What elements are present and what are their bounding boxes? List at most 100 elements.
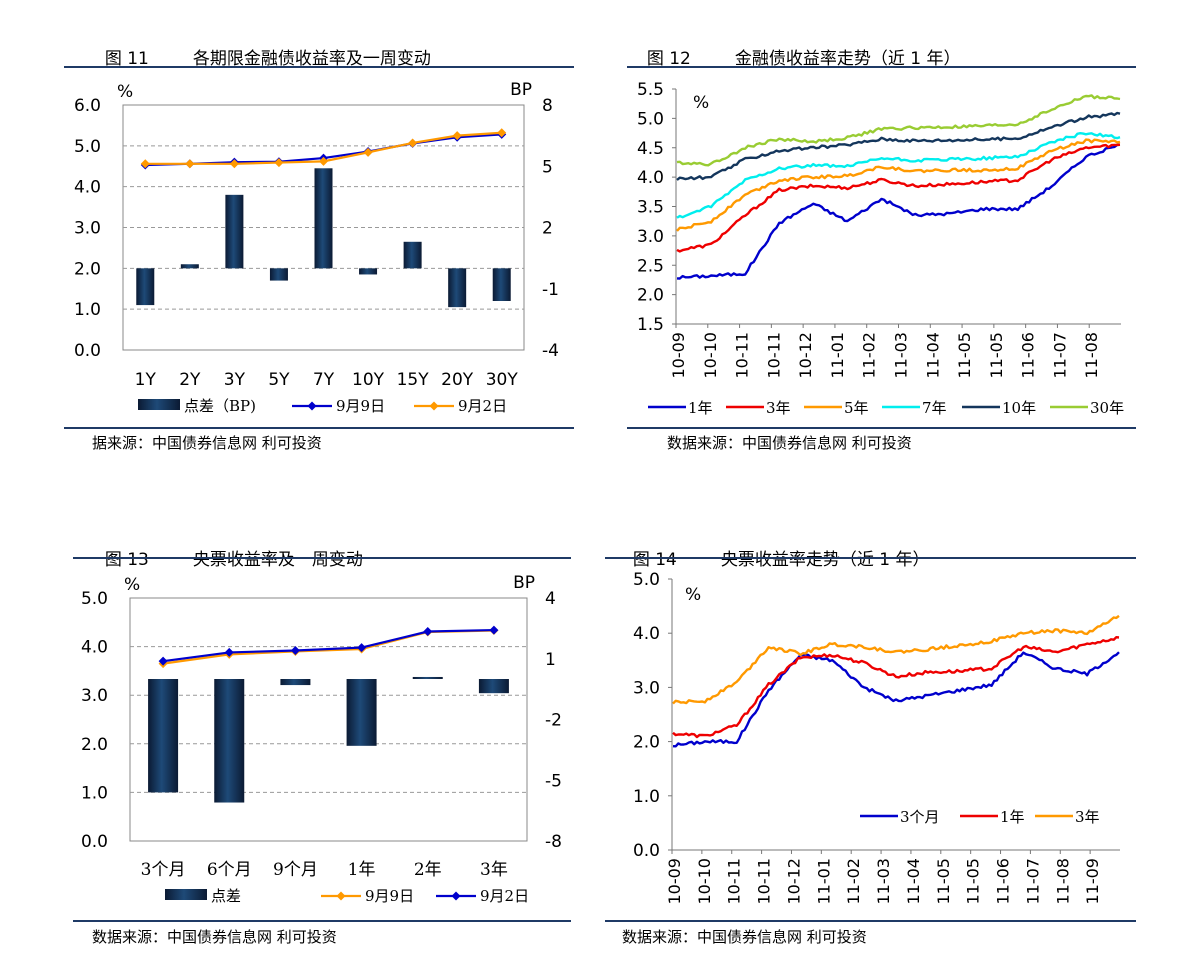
x-tick-label: 2年 <box>414 860 442 880</box>
x-tick-label: 11-08 <box>1082 332 1101 379</box>
y-tick-label: 5.0 <box>633 570 660 590</box>
series-line <box>676 131 1121 219</box>
series-line <box>676 94 1121 167</box>
legend-swatch-bar <box>138 399 180 410</box>
y-tick-label: 3.0 <box>633 678 660 698</box>
bar <box>225 194 244 269</box>
figure-12-title: 图 12 金融债收益率走势（近 1 年） <box>636 24 961 69</box>
series-point <box>274 158 284 168</box>
legend-label: 9月2日 <box>480 887 529 905</box>
x-tick-label: 3Y <box>224 370 246 390</box>
x-tick-label: 11-03 <box>892 332 911 379</box>
series-line <box>676 143 1121 280</box>
series-line <box>676 138 1121 232</box>
x-tick-label: 5Y <box>268 370 290 390</box>
series-point <box>408 138 418 148</box>
y2-tick-label: 5 <box>542 157 553 177</box>
series-point <box>290 645 300 655</box>
figure-number: 图 14 <box>632 550 677 570</box>
series-point <box>489 625 499 635</box>
series-point <box>229 159 239 169</box>
legend-label: 点差（BP) <box>184 397 256 415</box>
legend-label: 7年 <box>922 399 947 417</box>
x-tick-label: 6个月 <box>207 860 252 880</box>
bar <box>478 679 509 694</box>
y-tick-label: 0.0 <box>633 841 660 861</box>
y2-tick-label: 4 <box>545 589 556 609</box>
x-tick-label: 11-07 <box>1023 858 1042 905</box>
series-line <box>676 143 1121 253</box>
x-tick-label: 11-05 <box>934 858 953 905</box>
figure-14-title: 图 14 央票收益率走势（近 1 年） <box>622 525 930 570</box>
figure-12-top-rule <box>627 66 1136 68</box>
figure-11-top-rule <box>64 66 574 68</box>
x-tick-label: 10-11 <box>725 858 744 905</box>
legend-swatch-point <box>336 891 346 901</box>
y2-tick-label: 8 <box>542 96 553 116</box>
y-tick-label: 5.0 <box>637 109 664 129</box>
legend-label: 点差 <box>211 887 241 905</box>
x-tick-label: 11-02 <box>860 332 879 379</box>
y-tick-label: 6.0 <box>74 96 101 116</box>
figure-12-source: 数据来源：中国债券信息网 利可投资 <box>667 434 912 452</box>
x-tick-label: 10-12 <box>784 858 803 905</box>
y-tick-label: 5.5 <box>637 80 664 100</box>
y2-tick-label: -5 <box>545 771 562 791</box>
y-tick-label: 4.5 <box>637 139 664 159</box>
x-tick-label: 11-06 <box>1019 332 1038 379</box>
x-tick-label: 3年 <box>480 860 508 880</box>
bar <box>314 168 333 269</box>
bar <box>136 268 155 306</box>
y-tick-label: 0.0 <box>74 341 101 361</box>
x-tick-label: 10-10 <box>701 332 720 379</box>
y-unit-label: % <box>685 585 701 605</box>
y-tick-label: 1.0 <box>633 787 660 807</box>
y2-unit-label: BP <box>510 80 532 100</box>
bar <box>492 268 511 301</box>
series-line <box>672 651 1120 748</box>
bar <box>403 241 422 269</box>
x-tick-label: 15Y <box>397 370 430 390</box>
x-tick-label: 30Y <box>486 370 519 390</box>
bar <box>412 676 443 679</box>
y-tick-label: 4.0 <box>81 638 108 658</box>
figure-13-top-rule <box>73 557 571 559</box>
figure-12-bottom-rule <box>627 427 1136 429</box>
x-tick-label: 1Y <box>135 370 157 390</box>
plot-area <box>129 597 528 842</box>
figure-title: 央票收益率走势（近 1 年） <box>720 550 930 570</box>
y-tick-label: 3.0 <box>74 219 101 239</box>
x-tick-label: 11-08 <box>1053 858 1072 905</box>
x-tick-label: 11-03 <box>874 858 893 905</box>
figure-11-title: 图 11 各期限金融债收益率及一周变动 <box>94 24 431 69</box>
y-tick-label: 3.0 <box>81 686 108 706</box>
x-tick-label: 11-09 <box>1083 858 1102 905</box>
figure-14-source: 数据来源：中国债券信息网 利可投资 <box>622 928 867 946</box>
x-tick-label: 9个月 <box>273 860 318 880</box>
bar <box>214 679 245 803</box>
x-tick-label: 11-04 <box>923 332 942 379</box>
legend-label: 1年 <box>1000 808 1025 826</box>
figure-14-top-rule <box>605 557 1136 559</box>
legend-label: 30年 <box>1090 399 1124 417</box>
y-tick-label: 3.5 <box>637 198 664 218</box>
bar <box>269 268 288 281</box>
x-tick-label: 10-11 <box>764 332 783 379</box>
series-point <box>497 128 507 138</box>
bar <box>448 268 467 308</box>
x-tick-label: 10-09 <box>669 332 688 379</box>
bar <box>346 679 377 746</box>
figure-title: 金融债收益率走势（近 1 年） <box>734 49 961 69</box>
figure-11-source: 据来源：中国债券信息网 利可投资 <box>92 434 322 452</box>
x-tick-label: 11-05 <box>964 858 983 905</box>
x-tick-label: 20Y <box>441 370 474 390</box>
legend-label: 3年 <box>766 399 791 417</box>
series-point <box>185 159 195 169</box>
series-point <box>319 156 328 166</box>
y-tick-label: 1.5 <box>637 315 664 335</box>
x-tick-label: 7Y <box>313 370 335 390</box>
x-tick-label: 11-01 <box>814 858 833 905</box>
x-tick-label: 1年 <box>348 860 376 880</box>
series-point <box>357 643 367 653</box>
series-line <box>162 628 494 663</box>
